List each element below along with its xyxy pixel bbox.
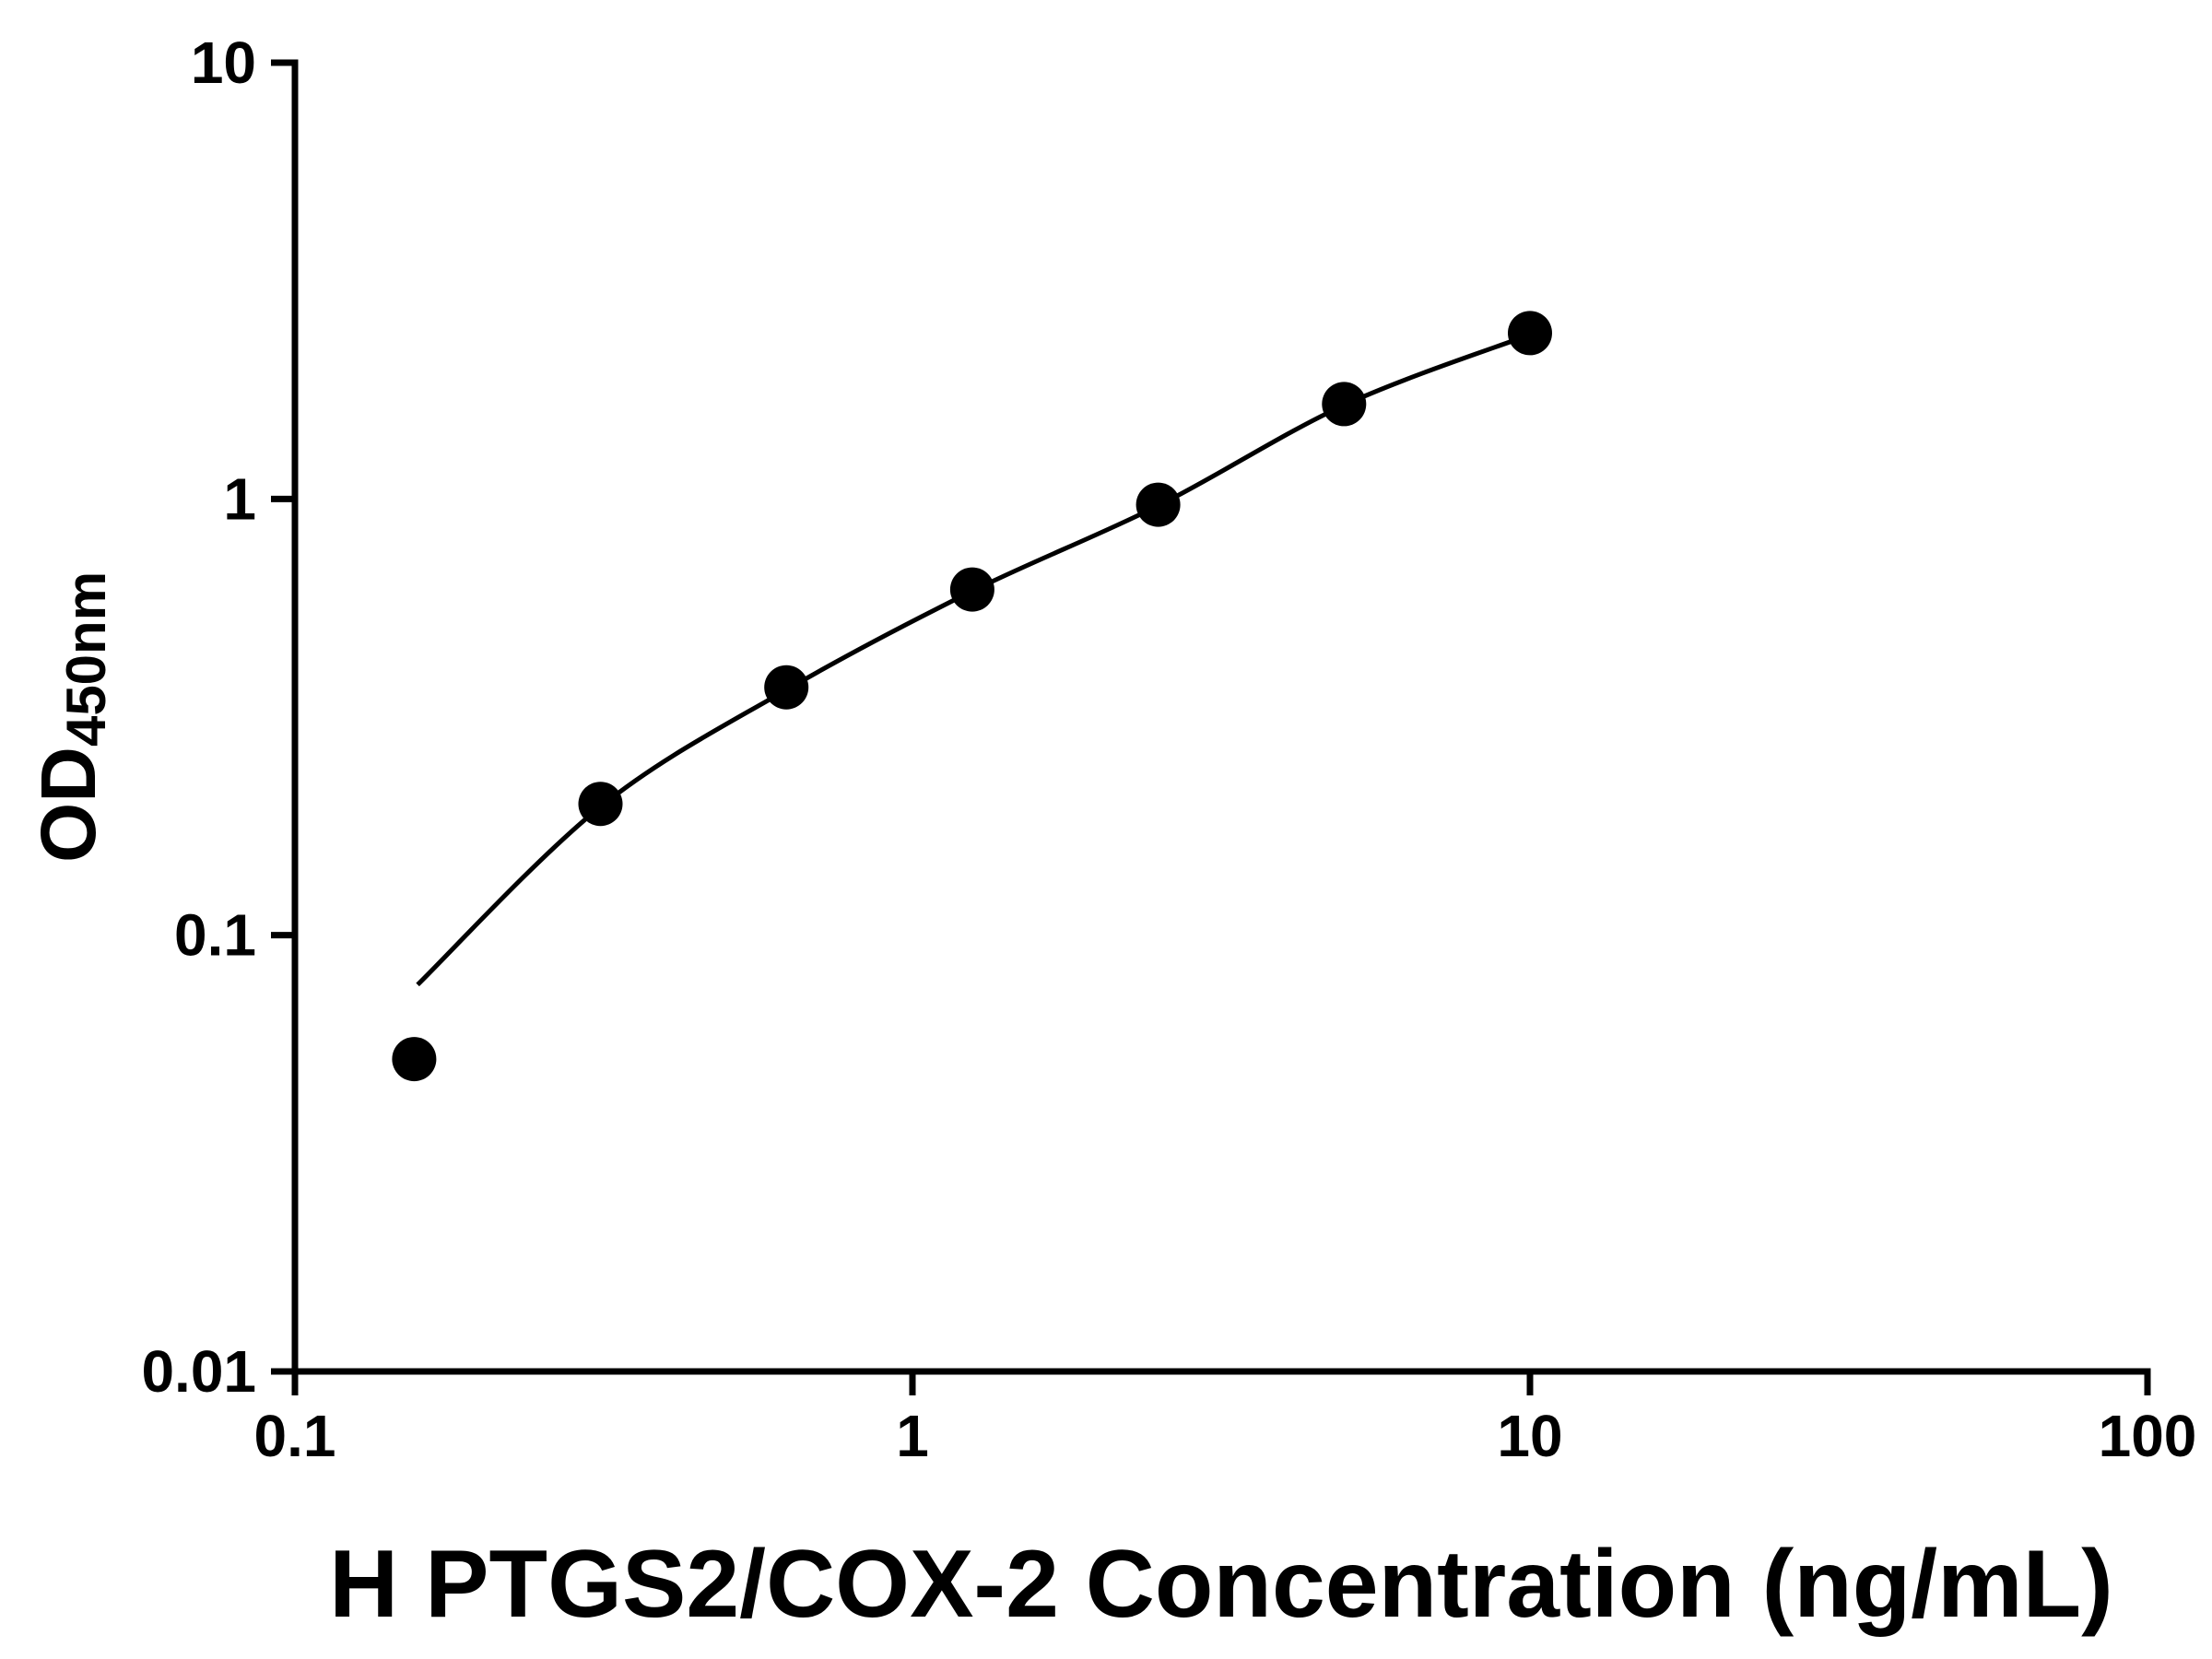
data-point	[578, 782, 623, 827]
x-tick-label: 100	[2099, 1403, 2197, 1469]
y-tick-label: 0.01	[141, 1338, 256, 1405]
x-tick-label: 0.1	[254, 1403, 336, 1469]
y-tick-label: 10	[191, 29, 256, 96]
y-axis-title-text: OD	[25, 747, 112, 864]
x-tick-label: 1	[896, 1403, 929, 1469]
x-axis-title: H PTGS2/COX-2 Concentration (ng/mL)	[329, 1531, 2113, 1638]
data-point	[1135, 482, 1181, 527]
fit-curve	[416, 332, 1531, 987]
data-point	[764, 665, 809, 710]
y-tick-label: 0.1	[174, 902, 256, 969]
data-point	[1508, 311, 1552, 356]
x-tick-label: 10	[1497, 1403, 1562, 1469]
y-axis-title: OD450nm	[25, 571, 117, 863]
data-point	[949, 567, 994, 612]
data-point	[392, 1037, 437, 1082]
data-point	[1322, 382, 1367, 427]
y-tick-label: 1	[223, 465, 256, 532]
y-axis-title-subscript: 450nm	[54, 571, 117, 747]
